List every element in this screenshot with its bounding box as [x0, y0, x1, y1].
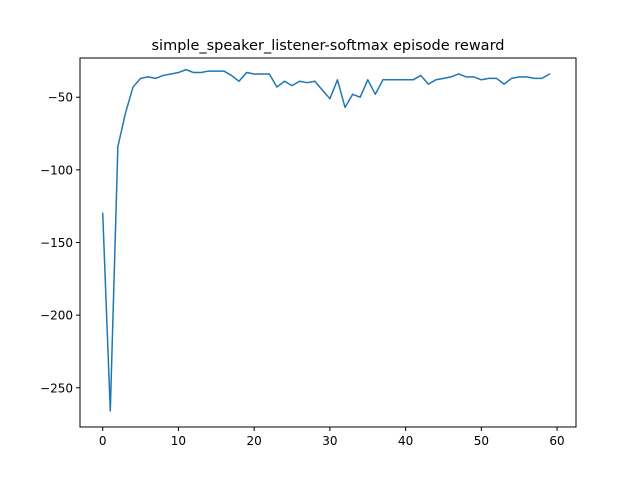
y-tick-label: −200 [40, 309, 73, 323]
x-tick-label: 60 [549, 434, 564, 448]
y-tick-label: −100 [40, 163, 73, 177]
x-tick-label: 20 [247, 434, 262, 448]
x-tick-label: 30 [322, 434, 337, 448]
x-tick-label: 10 [171, 434, 186, 448]
x-tick-label: 0 [99, 434, 107, 448]
y-tick-label: −150 [40, 236, 73, 250]
plot-area: 0 10 20 30 40 50 60 −250 −200 −150 −100 −50 [40, 57, 577, 448]
x-tick-label: 40 [398, 434, 413, 448]
x-tick-label: 50 [474, 434, 489, 448]
series-line-0 [101, 68, 551, 412]
y-tick-label: −250 [40, 381, 73, 395]
y-tick-label: −50 [48, 91, 73, 105]
chart-title: simple_speaker_listener-softmax episode … [152, 38, 505, 54]
